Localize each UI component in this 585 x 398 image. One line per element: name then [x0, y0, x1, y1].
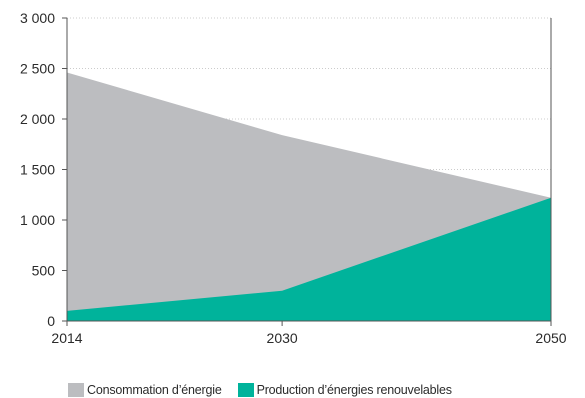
area-series — [67, 72, 551, 321]
legend: Consommation d’énergie Production d’éner… — [68, 382, 468, 398]
x-tick-label-2014: 2014 — [51, 330, 82, 346]
area-renewables — [67, 197, 551, 321]
axes — [62, 17, 552, 326]
x-tick-labels: 2014 2030 2050 — [51, 330, 566, 346]
legend-swatch-renewables — [237, 383, 254, 397]
y-tick-label-2500: 2 500 — [20, 61, 55, 77]
legend-label-renewables: Production d’énergies renouvelables — [256, 383, 452, 397]
y-tick-label-2000: 2 000 — [20, 111, 55, 127]
y-tick-labels: 0 500 1 000 1 500 2 000 2 500 3 000 — [20, 10, 55, 329]
legend-label-consumption: Consommation d’énergie — [87, 383, 222, 397]
legend-item-consumption: Consommation d’énergie — [68, 383, 222, 397]
y-tick-label-3000: 3 000 — [20, 10, 55, 26]
y-tick-label-1000: 1 000 — [20, 212, 55, 228]
y-tick-label-1500: 1 500 — [20, 162, 55, 178]
x-tick-label-2030: 2030 — [267, 330, 298, 346]
legend-swatch-consumption — [68, 383, 84, 397]
y-tick-label-500: 500 — [32, 263, 56, 279]
legend-item-renewables: Production d’énergies renouvelables — [237, 383, 452, 397]
x-tick-label-2050: 2050 — [535, 330, 566, 346]
y-tick-label-0: 0 — [47, 313, 55, 329]
